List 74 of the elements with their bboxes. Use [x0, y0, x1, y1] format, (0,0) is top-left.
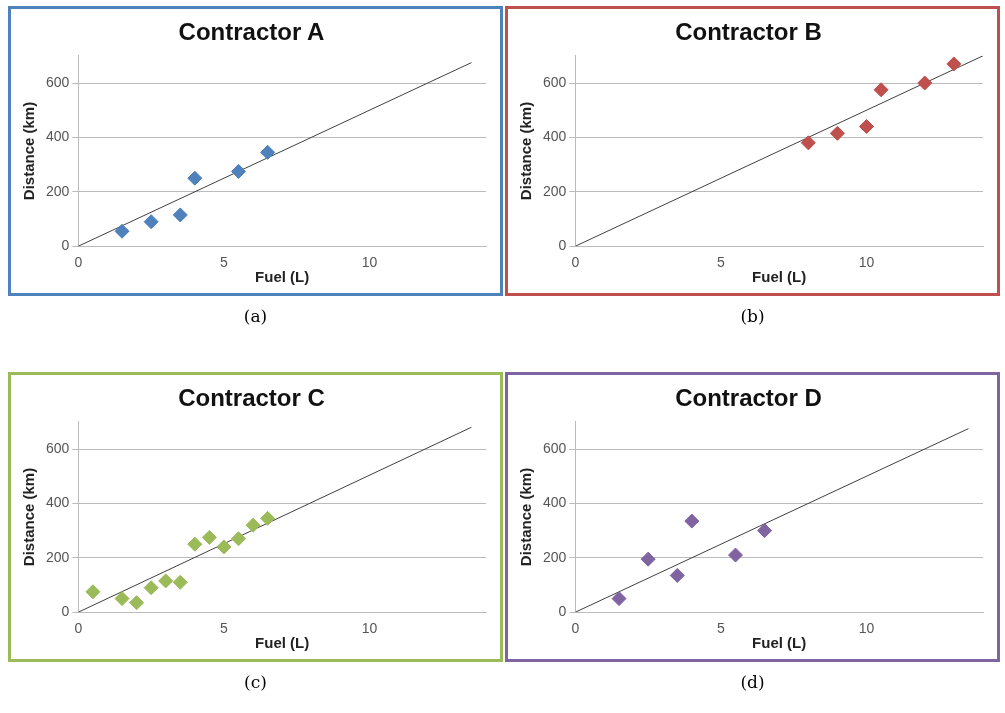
x-tick-label: 0 — [571, 620, 580, 637]
x-tick-label: 0 — [74, 620, 83, 637]
x-tick-label: 0 — [74, 254, 83, 271]
x-tick-label: 10 — [361, 254, 378, 271]
point — [684, 513, 700, 529]
text: (a) — [242, 306, 269, 326]
point — [245, 517, 261, 533]
point — [187, 170, 203, 186]
point — [917, 75, 933, 91]
y-tick-label: 0 — [61, 603, 70, 620]
chart-title: Contractor D — [675, 384, 822, 412]
point — [187, 536, 203, 552]
text: (b) — [739, 306, 766, 326]
point — [260, 144, 276, 160]
point — [85, 584, 101, 600]
point — [216, 539, 232, 555]
x-tick-label: 5 — [717, 254, 726, 271]
y-tick-label: 400 — [46, 494, 70, 511]
y-tick-label: 0 — [61, 237, 70, 254]
point — [172, 574, 188, 590]
point — [231, 531, 246, 547]
point — [114, 223, 130, 239]
point — [669, 567, 685, 583]
text: (c) — [243, 672, 268, 692]
y-tick-label: 200 — [543, 548, 567, 565]
y-tick-label: 600 — [46, 73, 70, 90]
chart-title: Contractor B — [675, 18, 822, 46]
y-tick-label: 0 — [558, 237, 567, 254]
x-tick-label: 10 — [858, 620, 875, 637]
y-axis-title: Distance (km) — [20, 101, 38, 201]
point — [201, 529, 217, 545]
x-tick-label: 5 — [220, 254, 229, 271]
point — [158, 573, 174, 589]
point — [859, 119, 875, 135]
y-tick-label: 0 — [558, 603, 567, 620]
point — [800, 135, 816, 151]
x-tick-label: 5 — [220, 620, 229, 637]
point — [114, 591, 130, 607]
y-tick-label: 200 — [46, 182, 70, 199]
y-tick-label: 600 — [46, 439, 70, 456]
y-axis-title: Distance (km) — [517, 467, 535, 567]
point — [143, 214, 159, 230]
x-tick-label: 10 — [858, 254, 875, 271]
y-tick-label: 200 — [543, 182, 567, 199]
point — [873, 82, 889, 98]
x-tick-label: 10 — [361, 620, 378, 637]
point — [143, 580, 159, 596]
point — [260, 510, 276, 526]
x-axis-title: Fuel (L) — [255, 268, 310, 286]
point — [728, 547, 743, 563]
chart-title: Contractor A — [178, 18, 325, 46]
x-axis-title: Fuel (L) — [255, 634, 310, 652]
y-tick-label: 400 — [46, 128, 70, 145]
y-tick-label: 600 — [543, 439, 567, 456]
point — [757, 523, 773, 539]
point — [946, 56, 962, 72]
point — [829, 125, 845, 141]
point — [640, 551, 656, 567]
x-tick-label: 0 — [571, 254, 580, 271]
point — [611, 591, 627, 607]
x-axis-title: Fuel (L) — [752, 634, 807, 652]
y-tick-label: 400 — [543, 128, 567, 145]
y-tick-label: 600 — [543, 73, 567, 90]
y-tick-label: 200 — [46, 548, 70, 565]
x-tick-label: 5 — [717, 620, 726, 637]
y-tick-label: 400 — [543, 494, 567, 511]
y-axis-title: Distance (km) — [517, 101, 535, 201]
text: (d) — [739, 672, 766, 692]
chart-title: Contractor C — [178, 384, 325, 412]
point — [172, 207, 188, 223]
point — [129, 595, 145, 611]
point — [231, 163, 246, 179]
x-axis-title: Fuel (L) — [752, 268, 807, 286]
y-axis-title: Distance (km) — [20, 467, 38, 567]
